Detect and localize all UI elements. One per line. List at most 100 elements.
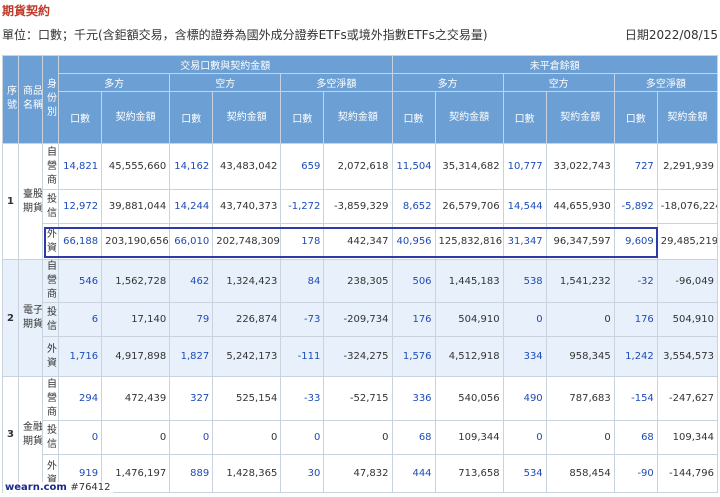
- amount-cell: 0: [323, 420, 393, 455]
- qty-cell: 1,827: [169, 336, 214, 377]
- header-qty: 口數: [502, 91, 547, 144]
- watermark-brand: wearn.com: [5, 482, 67, 493]
- qty-cell: 0: [280, 420, 325, 455]
- amount-cell: 125,832,816: [434, 223, 504, 260]
- qty-cell: 334: [502, 336, 547, 377]
- identity-label: 自營商: [47, 146, 58, 186]
- amount-cell: 43,483,042: [212, 143, 282, 190]
- identity-cell: 投信: [42, 189, 60, 224]
- amount-cell: 47,832: [323, 454, 393, 493]
- qty-cell: 84: [280, 259, 325, 303]
- header-amount: 契約金額: [323, 91, 393, 144]
- qty-cell: 1,576: [391, 336, 436, 377]
- amount-cell: 858,454: [545, 454, 615, 493]
- qty-cell: 0: [502, 420, 547, 455]
- qty-cell: -73: [280, 302, 325, 337]
- amount-cell: 202,748,309: [212, 223, 282, 260]
- product-name: 金融期貨: [23, 421, 43, 447]
- qty-cell: 176: [391, 302, 436, 337]
- identity-label: 自營商: [47, 261, 58, 300]
- amount-cell: 1,445,183: [434, 259, 504, 303]
- amount-cell: 1,324,423: [212, 259, 282, 303]
- product-cell: 金融期貨: [18, 376, 44, 493]
- amount-cell: 1,428,365: [212, 454, 282, 493]
- header-amount: 契約金額: [434, 91, 504, 144]
- amount-cell: 96,347,597: [545, 223, 615, 260]
- amount-cell: 226,874: [212, 302, 282, 337]
- qty-cell: 68: [613, 420, 658, 455]
- header-qty: 口數: [169, 91, 214, 144]
- amount-cell: 787,683: [545, 376, 615, 421]
- identity-cell: 自營商: [42, 376, 60, 421]
- qty-cell: 66,188: [58, 223, 103, 260]
- qty-cell: 889: [169, 454, 214, 493]
- qty-cell: 534: [502, 454, 547, 493]
- qty-cell: 462: [169, 259, 214, 303]
- amount-cell: 1,541,232: [545, 259, 615, 303]
- qty-cell: 176: [613, 302, 658, 337]
- identity-label: 外資: [47, 343, 58, 369]
- identity-label: 外資: [47, 228, 58, 254]
- amount-cell: -3,859,329: [323, 189, 393, 224]
- table-row: 3 金融期貨 自營商 294 472,439 327 525,154 -33 -52,715 33…: [1, 376, 719, 493]
- qty-cell: 0: [169, 420, 214, 455]
- qty-cell: 1,242: [613, 336, 658, 377]
- header-qty: 口數: [391, 91, 436, 144]
- header-qty: 口數: [280, 91, 325, 144]
- qty-cell: 490: [502, 376, 547, 421]
- qty-cell: 546: [58, 259, 103, 303]
- amount-cell: 4,512,918: [434, 336, 504, 377]
- qty-cell: 0: [58, 420, 103, 455]
- qty-cell: 14,544: [502, 189, 547, 224]
- amount-cell: 5,242,173: [212, 336, 282, 377]
- product-name: 臺股期貨: [23, 188, 43, 214]
- amount-cell: 3,554,573: [656, 336, 719, 377]
- amount-cell: 442,347: [323, 223, 393, 260]
- identity-label: 外資: [47, 460, 58, 486]
- amount-cell: 525,154: [212, 376, 282, 421]
- qty-cell: 294: [58, 376, 103, 421]
- header-amount: 契約金額: [656, 91, 719, 144]
- qty-cell: -32: [613, 259, 658, 303]
- qty-cell: -33: [280, 376, 325, 421]
- header-trading-group: 交易口數與契約金額: [58, 55, 393, 74]
- amount-cell: 504,910: [434, 302, 504, 337]
- table-row: 2 電子期貨 自營商 546 1,562,728 462 1,324,423 84 238,30…: [1, 259, 719, 377]
- qty-cell: 14,244: [169, 189, 214, 224]
- qty-cell: -111: [280, 336, 325, 377]
- amount-cell: 29,485,219: [656, 223, 719, 260]
- amount-cell: 26,579,706: [434, 189, 504, 224]
- amount-cell: 472,439: [101, 376, 171, 421]
- identity-label: 投信: [47, 193, 58, 219]
- qty-cell: 31,347: [502, 223, 547, 260]
- product-cell: 臺股期貨: [18, 143, 44, 260]
- qty-cell: 1,716: [58, 336, 103, 377]
- amount-cell: 2,291,939: [656, 143, 719, 190]
- qty-cell: 14,162: [169, 143, 214, 190]
- watermark: wearn.com #76412: [3, 482, 113, 493]
- header-amount: 契約金額: [101, 91, 171, 144]
- amount-cell: 1,562,728: [101, 259, 171, 303]
- header-qty: 口數: [613, 91, 658, 144]
- qty-cell: 30: [280, 454, 325, 493]
- report-date: 日期2022/08/15: [624, 28, 718, 42]
- identity-label: 自營商: [47, 378, 58, 418]
- amount-cell: -209,734: [323, 302, 393, 337]
- qty-cell: 12,972: [58, 189, 103, 224]
- qty-cell: -90: [613, 454, 658, 493]
- qty-cell: 444: [391, 454, 436, 493]
- header-identity: 身份別: [42, 55, 60, 144]
- identity-cell: 外資: [42, 223, 60, 260]
- qty-cell: 0: [502, 302, 547, 337]
- header-amount: 契約金額: [212, 91, 282, 144]
- qty-cell: -1,272: [280, 189, 325, 224]
- amount-cell: 0: [212, 420, 282, 455]
- amount-cell: -18,076,224: [656, 189, 719, 224]
- row-seq: 3: [1, 376, 20, 493]
- qty-cell: 68: [391, 420, 436, 455]
- amount-cell: 45,555,660: [101, 143, 171, 190]
- qty-cell: 40,956: [391, 223, 436, 260]
- amount-cell: 713,658: [434, 454, 504, 493]
- qty-cell: 336: [391, 376, 436, 421]
- amount-cell: 0: [101, 420, 171, 455]
